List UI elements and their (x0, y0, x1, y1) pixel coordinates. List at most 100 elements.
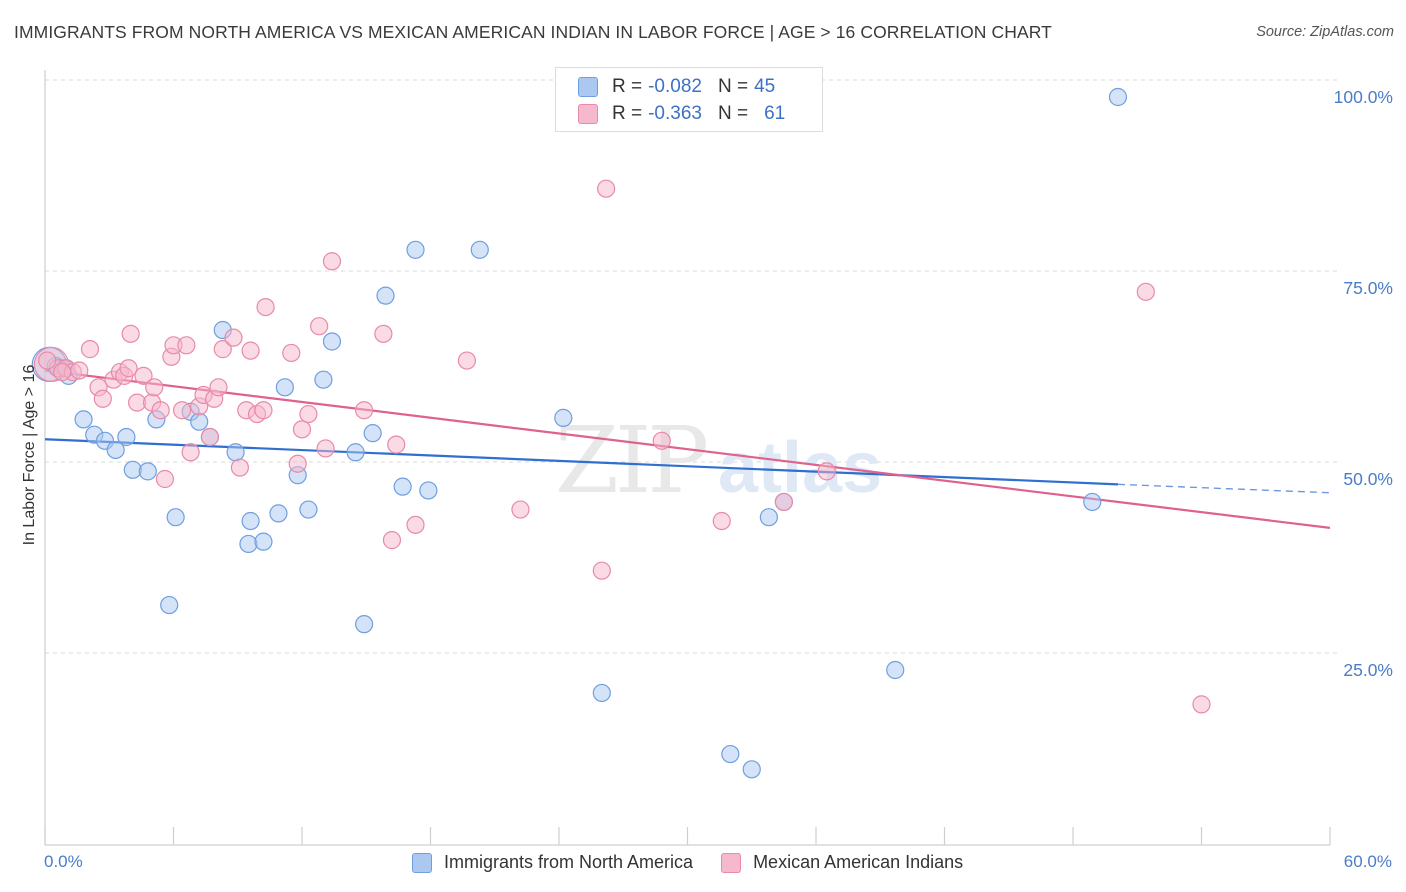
point-mexican-american-indians (310, 317, 329, 336)
legend-r-label: R = (612, 76, 643, 97)
point-mexican-american-indians (1192, 695, 1211, 714)
point-immigrants (363, 424, 382, 443)
point-mexican-american-indians (652, 431, 671, 450)
point-mexican-american-indians (230, 458, 249, 477)
point-immigrants (275, 378, 294, 397)
point-immigrants (160, 595, 179, 615)
point-mexican-american-indians (145, 378, 164, 397)
point-mexican-american-indians (382, 531, 402, 550)
legend-label: Immigrants from North America (444, 852, 694, 872)
point-mexican-american-indians (200, 427, 220, 447)
point-mexican-american-indians (177, 336, 196, 355)
correlation-legend: R = -0.082 N = 45 R = -0.363 N = 61 (555, 67, 823, 132)
watermark: ZIP atlas (555, 407, 882, 514)
point-immigrants (254, 532, 273, 551)
point-mexican-american-indians (151, 401, 170, 420)
watermark-zip: ZIP (555, 407, 706, 514)
y-axis-label: In Labor Force | Age > 16 (21, 364, 38, 546)
point-mexican-american-indians (209, 378, 228, 397)
point-mexican-american-indians (93, 389, 112, 408)
point-immigrants (346, 443, 365, 462)
y-tick-label: 75.0% (1343, 278, 1393, 298)
point-immigrants (314, 370, 333, 389)
legend-n-value: 45 (754, 76, 776, 97)
point-mexican-american-indians (299, 404, 318, 424)
point-mexican-american-indians (457, 351, 477, 370)
point-immigrants (592, 683, 611, 703)
point-immigrants (269, 504, 288, 523)
x-tick-label-max: 60.0% (1343, 852, 1392, 871)
point-immigrants (393, 477, 412, 496)
point-immigrants (419, 481, 438, 500)
legend-item-mexican-american-indians: Mexican American Indians (721, 852, 963, 873)
point-mexican-american-indians (292, 420, 312, 439)
point-immigrants (123, 460, 142, 479)
point-mexican-american-indians (355, 401, 374, 420)
legend-r-value: -0.363 (648, 103, 702, 124)
legend-swatch-pink (578, 104, 598, 124)
point-mexican-american-indians (511, 500, 530, 519)
axes (44, 70, 1331, 846)
point-mexican-american-indians (774, 492, 793, 512)
point-immigrants (721, 744, 740, 764)
point-mexican-american-indians (241, 341, 260, 360)
point-mexican-american-indians (155, 469, 175, 489)
gridlines (45, 79, 1340, 654)
point-immigrants (226, 443, 245, 462)
point-immigrants (299, 500, 318, 519)
point-mexican-american-indians (288, 454, 307, 473)
chart-title: IMMIGRANTS FROM NORTH AMERICA VS MEXICAN… (14, 22, 1052, 42)
legend-swatch-pink (721, 852, 742, 873)
point-immigrants (138, 462, 157, 481)
point-immigrants (1083, 492, 1102, 512)
legend-label: Mexican American Indians (753, 852, 964, 872)
point-immigrants (322, 332, 342, 351)
point-mexican-american-indians (181, 443, 200, 462)
point-mexican-american-indians (256, 298, 275, 317)
point-immigrants (166, 508, 185, 527)
point-mexican-american-indians (254, 401, 273, 420)
point-immigrants (190, 412, 209, 431)
point-mexican-american-indians (121, 324, 140, 343)
trend-lines (44, 369, 1331, 529)
point-mexican-american-indians (80, 340, 100, 359)
legend-r-value: -0.082 (648, 76, 702, 97)
source-credit: Source: ZipAtlas.com (1256, 24, 1394, 40)
point-mexican-american-indians (38, 351, 57, 370)
y-tick-label: 100.0% (1334, 87, 1393, 107)
point-mexican-american-indians (374, 324, 393, 343)
trend-line (44, 369, 1331, 529)
point-immigrants (554, 408, 573, 427)
point-mexican-american-indians (406, 515, 425, 534)
trend-line-extension (1117, 483, 1331, 494)
legend-row-pink: R = -0.363 N = 61 (578, 101, 785, 127)
point-mexican-american-indians (592, 561, 611, 580)
point-immigrants (117, 427, 136, 447)
point-immigrants (376, 286, 395, 305)
point-immigrants (886, 660, 905, 680)
point-mexican-american-indians (387, 435, 406, 454)
legend-n-value: 61 (764, 103, 786, 124)
point-immigrants (355, 615, 374, 634)
point-immigrants (106, 440, 125, 460)
legend-n-label: N = (717, 76, 749, 97)
point-mexican-american-indians (224, 328, 243, 347)
point-mexican-american-indians (322, 252, 342, 271)
trend-line (44, 438, 1119, 486)
point-mexican-american-indians (1136, 282, 1155, 301)
legend-swatch-blue (412, 852, 432, 873)
point-mexican-american-indians (712, 511, 731, 531)
legend-row-blue: R = -0.082 N = 45 (578, 74, 775, 100)
point-immigrants (406, 240, 425, 259)
point-immigrants (241, 511, 260, 531)
point-immigrants (74, 410, 93, 429)
point-immigrants (742, 760, 761, 779)
point-mexican-american-indians (172, 401, 192, 420)
y-tick-labels: 25.0% 50.0% 75.0% 100.0% (1334, 87, 1393, 680)
legend-swatch-blue (578, 77, 598, 97)
y-tick-label: 50.0% (1343, 469, 1393, 489)
point-mexican-american-indians (213, 340, 232, 359)
point-mexican-american-indians (53, 362, 72, 382)
series-legend: Immigrants from North America Mexican Am… (412, 852, 991, 873)
